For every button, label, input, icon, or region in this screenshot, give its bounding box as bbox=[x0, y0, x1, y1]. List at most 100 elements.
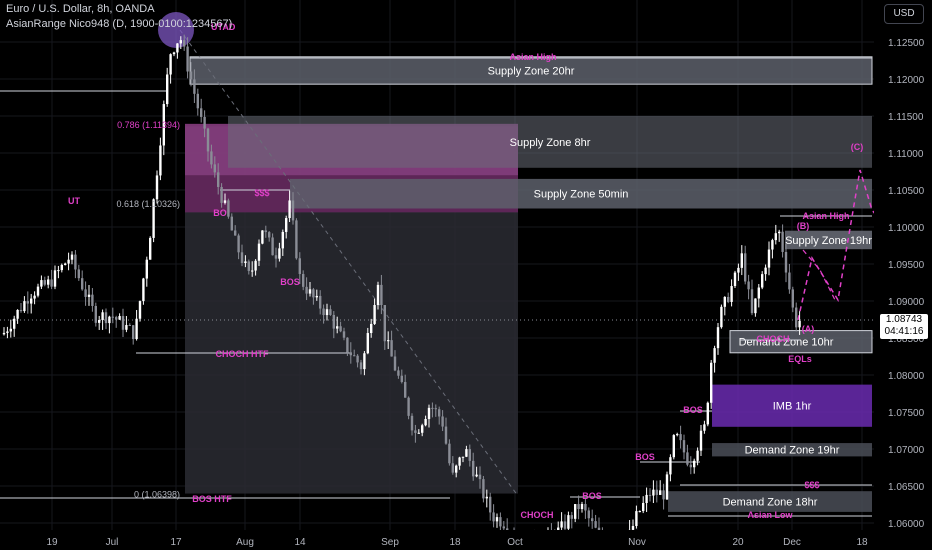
price-tick-1: 1.12000 bbox=[888, 75, 925, 86]
candle-body-147 bbox=[502, 526, 505, 529]
candle-body-207 bbox=[706, 402, 709, 425]
choch-dec-label: CHOCH bbox=[757, 334, 790, 344]
candle-body-10 bbox=[36, 286, 40, 296]
candle-body-134 bbox=[458, 457, 461, 466]
bos-nov-label: BOS bbox=[635, 452, 655, 462]
candle-body-175 bbox=[597, 527, 601, 532]
imb-1hr-label: IMB 1hr bbox=[773, 401, 812, 413]
candle-body-210 bbox=[716, 327, 720, 349]
candle-body-198 bbox=[676, 434, 679, 436]
candle-body-15 bbox=[53, 270, 57, 287]
candle-body-18 bbox=[64, 263, 67, 265]
candle-body-3 bbox=[13, 318, 16, 329]
demand-zone-19hr-label: Demand Zone 19hr bbox=[745, 445, 840, 457]
candle-body-196 bbox=[669, 457, 672, 475]
candles bbox=[2, 34, 801, 550]
candle-body-194 bbox=[662, 490, 665, 500]
candle-body-37 bbox=[128, 325, 131, 327]
candle-body-12 bbox=[43, 280, 46, 285]
candle-body-112 bbox=[383, 305, 386, 342]
bos-htf-label: BOS HTF bbox=[192, 494, 232, 504]
candle-body-61 bbox=[210, 151, 213, 165]
candle-body-64 bbox=[220, 186, 223, 203]
last-price-label: 1.08743 04:41:16 bbox=[880, 314, 928, 339]
candle-body-50 bbox=[172, 52, 176, 55]
candle-body-32 bbox=[111, 316, 114, 318]
candle-body-62 bbox=[213, 164, 216, 173]
candle-body-211 bbox=[720, 306, 723, 328]
candle-body-4 bbox=[16, 309, 19, 319]
demand-zone-18hr-box bbox=[668, 491, 872, 512]
candle-body-130 bbox=[444, 426, 448, 444]
candle-body-223 bbox=[761, 274, 764, 288]
candle-body-226 bbox=[771, 240, 774, 250]
candle-body-109 bbox=[373, 305, 376, 324]
candle-body-172 bbox=[587, 510, 590, 519]
candle-body-88 bbox=[302, 274, 305, 287]
trend-lines bbox=[0, 12, 881, 517]
candle-body-186 bbox=[635, 511, 638, 527]
candle-body-165 bbox=[563, 521, 567, 529]
candle-body-46 bbox=[159, 145, 162, 176]
bos-oct-label: BOS bbox=[582, 491, 602, 501]
time-tick-7: Oct bbox=[507, 537, 523, 548]
candle-body-25 bbox=[87, 294, 91, 297]
candle-body-9 bbox=[33, 295, 36, 299]
price-tick-3: 1.11000 bbox=[888, 149, 924, 160]
candle-body-232 bbox=[791, 289, 794, 308]
price-tick-11: 1.07000 bbox=[888, 445, 925, 456]
candle-body-17 bbox=[60, 264, 63, 271]
candle-body-86 bbox=[295, 220, 298, 259]
candle-body-195 bbox=[665, 474, 669, 500]
utad-marker bbox=[158, 12, 194, 48]
candle-body-230 bbox=[784, 251, 788, 273]
candle-body-201 bbox=[686, 452, 689, 465]
candle-body-57 bbox=[196, 93, 199, 109]
projection-path bbox=[797, 169, 881, 321]
candle-body-220 bbox=[750, 289, 754, 314]
choch-oct-label: CHOCH bbox=[521, 510, 554, 520]
candle-body-96 bbox=[329, 309, 332, 315]
candle-body-1 bbox=[6, 331, 9, 333]
candle-body-101 bbox=[346, 337, 349, 353]
price-tick-4: 1.10500 bbox=[888, 186, 925, 197]
candle-body-49 bbox=[169, 54, 172, 75]
candle-body-71 bbox=[244, 261, 247, 264]
projection-path-alt bbox=[802, 249, 836, 301]
candle-body-142 bbox=[485, 496, 488, 499]
candle-body-213 bbox=[727, 296, 730, 302]
candle-body-29 bbox=[101, 312, 104, 321]
candle-body-169 bbox=[577, 504, 580, 510]
candle-body-231 bbox=[788, 272, 791, 290]
time-tick-1: Jul bbox=[106, 537, 119, 548]
candle-body-58 bbox=[200, 108, 203, 117]
candle-body-104 bbox=[356, 355, 359, 363]
candle-body-125 bbox=[427, 407, 431, 420]
price-tick-2: 1.11500 bbox=[888, 112, 924, 123]
candle-body-218 bbox=[744, 253, 747, 282]
candle-body-116 bbox=[397, 370, 400, 376]
candle-body-188 bbox=[642, 502, 645, 512]
candle-body-102 bbox=[349, 352, 352, 356]
wave-a-label: (A) bbox=[802, 324, 815, 334]
indicator-legend: AsianRange Nico948 (D, 1900-0100:1234567… bbox=[6, 18, 233, 30]
time-tick-9: 20 bbox=[732, 537, 744, 548]
supply-zone-8hr-box bbox=[228, 116, 872, 168]
candle-body-141 bbox=[482, 479, 485, 499]
candle-body-73 bbox=[251, 270, 254, 272]
time-tick-10: Dec bbox=[783, 537, 801, 548]
candle-body-121 bbox=[414, 430, 417, 433]
price-tick-10: 1.07500 bbox=[888, 408, 925, 419]
candle-body-145 bbox=[495, 517, 499, 522]
price-tick-13: 1.06000 bbox=[888, 519, 925, 530]
candle-body-92 bbox=[315, 295, 318, 298]
currency-button[interactable]: USD bbox=[884, 4, 924, 24]
candle-body-123 bbox=[421, 425, 424, 433]
candle-body-36 bbox=[125, 325, 128, 330]
price-tick-8: 1.08500 bbox=[888, 334, 925, 345]
time-tick-6: 18 bbox=[449, 537, 461, 548]
supply-zone-8hr-label: Supply Zone 8hr bbox=[510, 137, 591, 149]
candle-body-16 bbox=[57, 270, 60, 272]
